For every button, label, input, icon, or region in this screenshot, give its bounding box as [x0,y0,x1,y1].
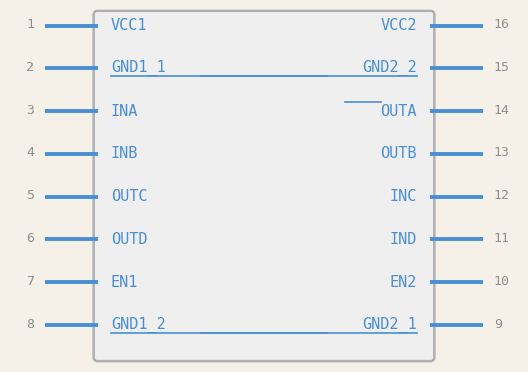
Text: 1: 1 [26,18,34,31]
Text: OUTB: OUTB [381,147,417,161]
Text: OUTC: OUTC [111,189,147,204]
Text: INC: INC [390,189,417,204]
Text: 15: 15 [494,61,510,74]
Text: 2: 2 [26,61,34,74]
Text: 10: 10 [494,275,510,288]
Text: INA: INA [111,104,138,119]
Text: 6: 6 [26,232,34,245]
Text: VCC2: VCC2 [381,18,417,33]
Text: GND2_2: GND2_2 [362,60,417,77]
Text: 14: 14 [494,104,510,117]
Text: OUTD: OUTD [111,232,147,247]
Text: IND: IND [390,232,417,247]
Text: 8: 8 [26,318,34,331]
Text: INB: INB [111,147,138,161]
Text: 11: 11 [494,232,510,245]
Text: 5: 5 [26,189,34,202]
Text: 13: 13 [494,147,510,160]
Text: GND1_1: GND1_1 [111,60,166,77]
Text: GND1_2: GND1_2 [111,317,166,333]
Text: 7: 7 [26,275,34,288]
Text: 3: 3 [26,104,34,117]
Text: 16: 16 [494,18,510,31]
Text: EN2: EN2 [390,275,417,290]
Text: VCC1: VCC1 [111,18,147,33]
Text: 9: 9 [494,318,502,331]
Text: OUTA: OUTA [381,104,417,119]
Text: EN1: EN1 [111,275,138,290]
Text: GND2_1: GND2_1 [362,317,417,333]
Text: 4: 4 [26,147,34,160]
Text: 12: 12 [494,189,510,202]
FancyBboxPatch shape [93,11,435,361]
